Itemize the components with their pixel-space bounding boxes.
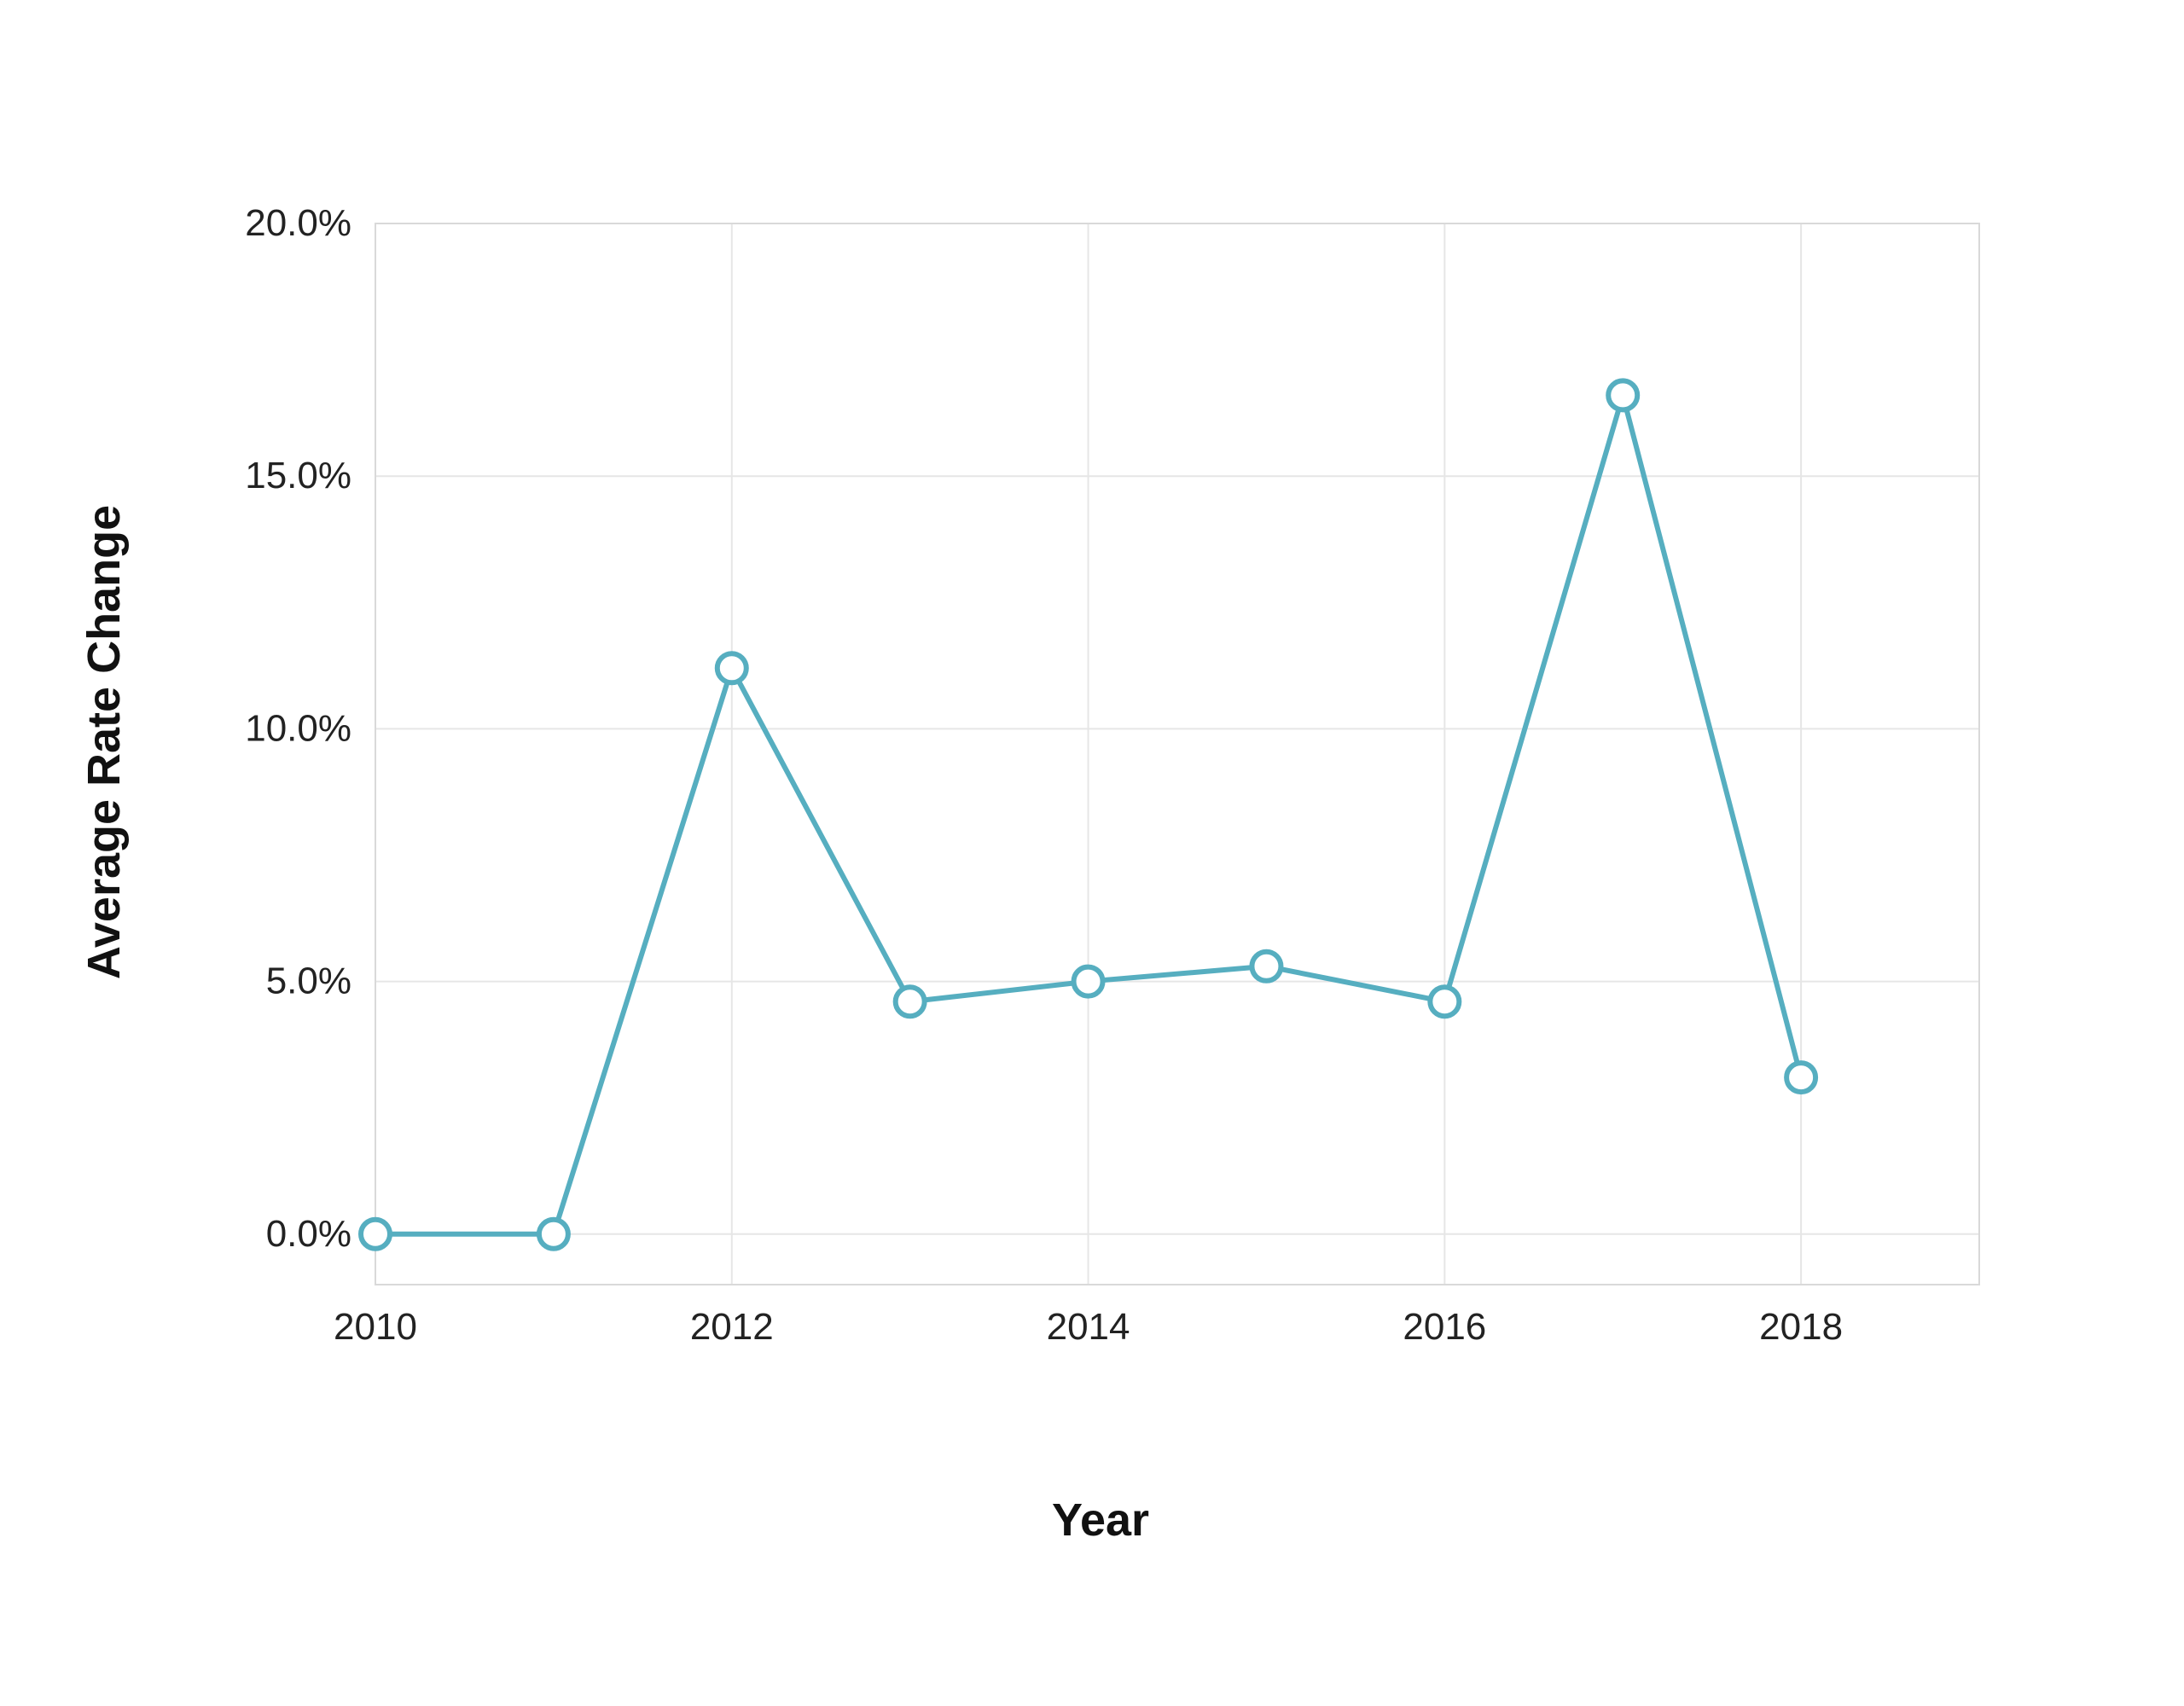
data-point bbox=[539, 1220, 568, 1249]
x-tick-label: 2018 bbox=[1759, 1306, 1843, 1348]
x-tick-label: 2014 bbox=[1047, 1306, 1130, 1348]
y-tick-label: 15.0% bbox=[245, 455, 351, 496]
data-point bbox=[896, 987, 925, 1016]
rate-change-chart: 2010 2012 2014 2016 2018 0.0% 5.0% 10.0% 15.0% 20… bbox=[0, 0, 2184, 1706]
data-point bbox=[1430, 987, 1459, 1016]
y-tick-label: 5.0% bbox=[266, 960, 351, 1002]
data-point bbox=[361, 1220, 390, 1249]
data-point bbox=[1074, 967, 1103, 996]
y-tick-label: 20.0% bbox=[245, 202, 351, 244]
x-tick-label: 2012 bbox=[690, 1306, 774, 1348]
y-axis-label: Average Rate Change bbox=[78, 505, 130, 979]
x-axis-label: Year bbox=[1052, 1494, 1149, 1546]
data-point bbox=[717, 653, 746, 682]
data-point bbox=[1252, 952, 1281, 981]
y-tick-label: 0.0% bbox=[266, 1213, 351, 1255]
x-tick-label: 2010 bbox=[334, 1306, 417, 1348]
data-point bbox=[1608, 380, 1637, 409]
data-point bbox=[1786, 1063, 1815, 1092]
x-tick-label: 2016 bbox=[1403, 1306, 1486, 1348]
y-tick-label: 10.0% bbox=[245, 707, 351, 749]
